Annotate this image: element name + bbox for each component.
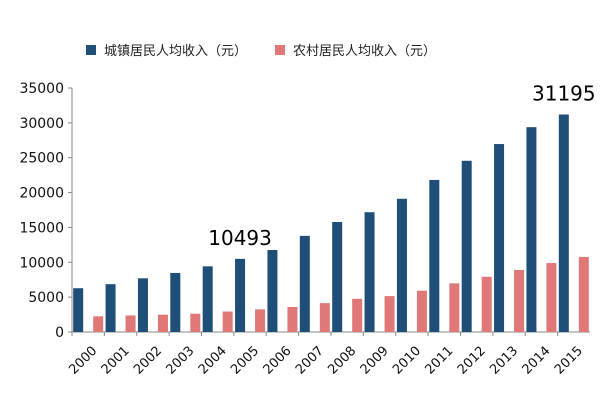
x-tick-label: 2002 xyxy=(131,344,165,378)
y-tick-label: 30000 xyxy=(19,116,64,132)
bar-urban xyxy=(202,266,213,332)
bar-rural xyxy=(319,303,330,332)
bar-rural xyxy=(287,306,298,332)
bar-urban xyxy=(299,235,310,332)
y-tick-label: 25000 xyxy=(19,151,64,167)
bar-urban xyxy=(73,288,84,332)
bar-urban xyxy=(235,258,246,332)
legend-swatch-rural xyxy=(275,44,286,55)
bar-urban xyxy=(170,272,181,332)
y-tick-label: 10000 xyxy=(19,255,64,271)
bar-urban xyxy=(461,160,472,332)
legend-item-urban: 城镇居民人均收入（元） xyxy=(86,40,247,59)
y-tick-label: 15000 xyxy=(19,220,64,236)
x-tick-label: 2005 xyxy=(228,344,262,378)
bar-urban xyxy=(364,212,375,332)
bar-rural xyxy=(546,263,557,332)
y-tick-label: 5000 xyxy=(28,290,64,306)
bar-rural xyxy=(481,276,492,332)
bar-urban xyxy=(558,114,569,333)
bar-rural xyxy=(416,290,427,332)
bar-urban xyxy=(137,278,148,332)
x-tick-label: 2006 xyxy=(261,344,295,378)
x-tick-label: 2011 xyxy=(422,344,456,378)
bar-rural xyxy=(578,256,589,332)
y-tick-label: 0 xyxy=(55,325,64,341)
bar-urban xyxy=(396,198,407,332)
bar-urban xyxy=(105,284,116,332)
x-tick-label: 2001 xyxy=(99,344,133,378)
bar-urban xyxy=(526,127,537,332)
x-tick-label: 2009 xyxy=(358,344,392,378)
bar-rural xyxy=(255,309,266,332)
bar-rural xyxy=(514,269,525,332)
bar-rural xyxy=(190,313,201,332)
data-label: 10493 xyxy=(208,226,272,250)
bar-urban xyxy=(494,144,505,332)
legend: 城镇居民人均收入（元） 农村居民人均收入（元） xyxy=(86,40,436,59)
legend-label-urban: 城镇居民人均收入（元） xyxy=(104,44,248,59)
y-tick-label: 20000 xyxy=(19,186,64,202)
x-tick-label: 2014 xyxy=(520,344,554,378)
bar-rural xyxy=(93,316,104,332)
x-tick-label: 2007 xyxy=(293,344,327,378)
x-tick-label: 2003 xyxy=(163,344,197,378)
x-tick-label: 2008 xyxy=(325,344,359,378)
legend-item-rural: 农村居民人均收入（元） xyxy=(275,40,436,59)
x-tick-label: 2012 xyxy=(455,344,489,378)
legend-swatch-urban xyxy=(86,44,96,55)
bar-rural xyxy=(157,314,168,332)
legend-label-rural: 农村居民人均收入（元） xyxy=(293,44,437,59)
x-tick-label: 2015 xyxy=(552,344,586,378)
bar-urban xyxy=(429,179,440,332)
bar-rural xyxy=(449,283,460,332)
y-tick-label: 35000 xyxy=(19,81,64,97)
data-label: 31195 xyxy=(532,82,596,106)
x-tick-label: 2004 xyxy=(196,344,230,378)
bar-rural xyxy=(222,311,233,332)
bar-rural xyxy=(384,296,395,332)
bar-urban xyxy=(332,221,343,332)
x-tick-label: 2010 xyxy=(390,344,424,378)
bar-rural xyxy=(352,298,363,332)
bar-rural xyxy=(125,315,136,332)
x-tick-label: 2000 xyxy=(66,344,100,378)
x-tick-label: 2013 xyxy=(487,344,521,378)
bar-urban xyxy=(267,250,278,332)
